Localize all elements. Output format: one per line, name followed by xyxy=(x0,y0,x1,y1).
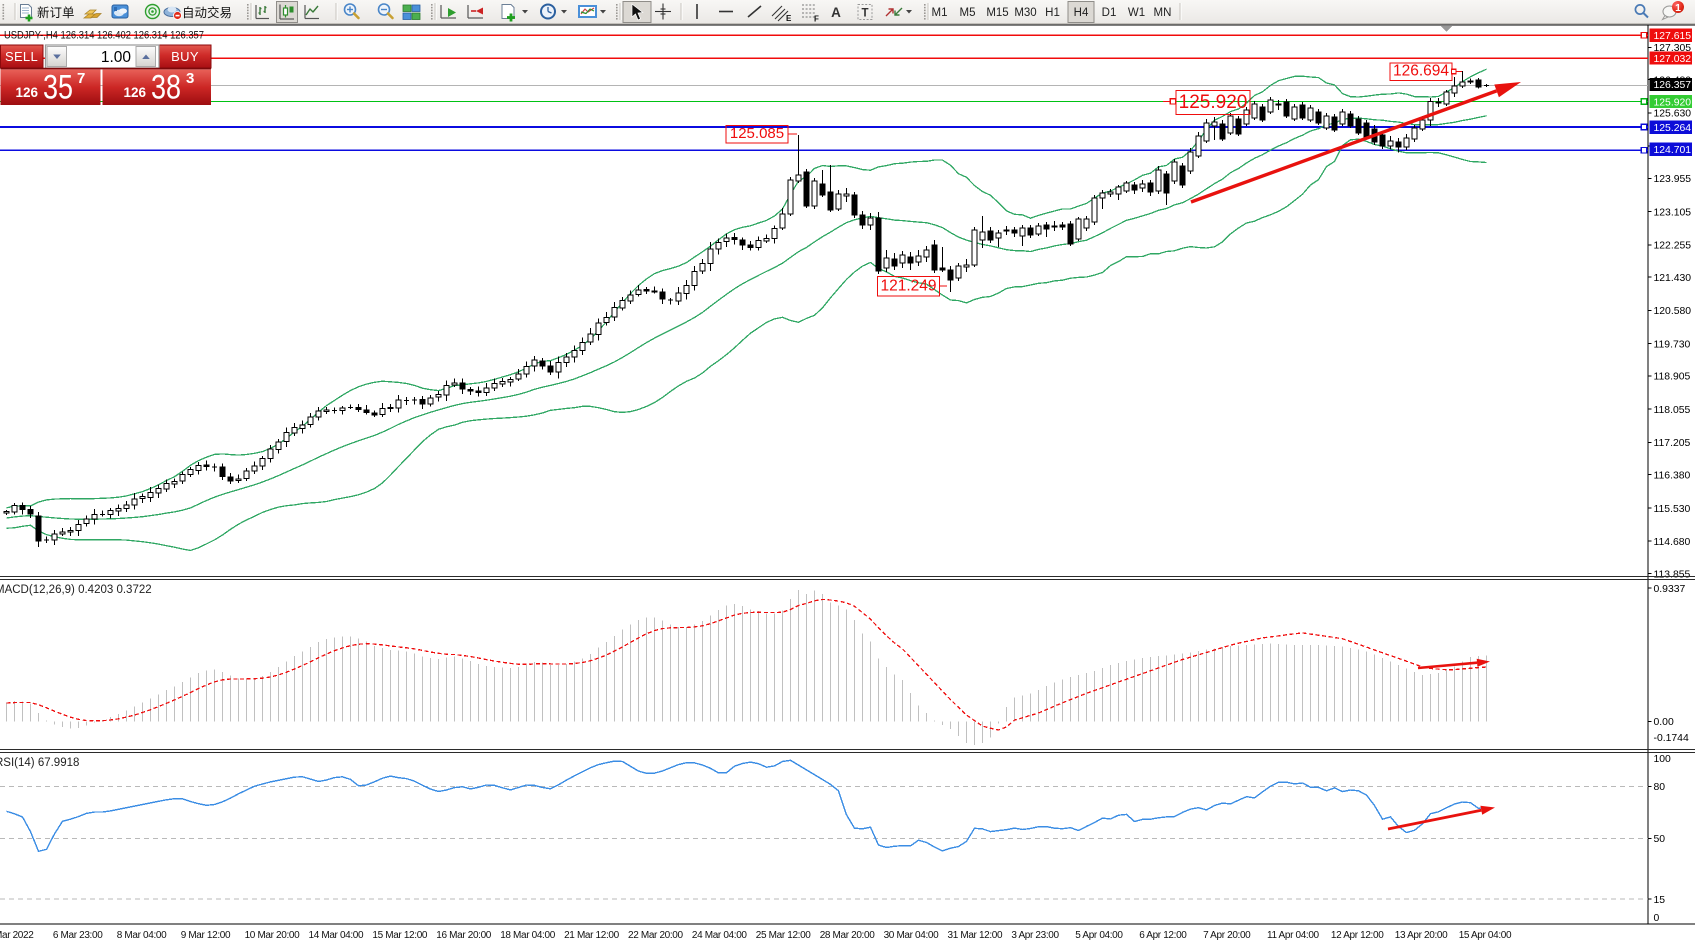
svg-text:M15: M15 xyxy=(986,7,1008,19)
svg-text:1.00: 1.00 xyxy=(101,49,132,66)
svg-text:RSI(14) 67.9918: RSI(14) 67.9918 xyxy=(0,757,79,769)
svg-text:127.615: 127.615 xyxy=(1654,31,1692,42)
svg-text:114.680: 114.680 xyxy=(1654,537,1691,548)
svg-text:15 Mar 12:00: 15 Mar 12:00 xyxy=(372,930,428,941)
svg-text:123.105: 123.105 xyxy=(1654,207,1692,218)
svg-text:A: A xyxy=(831,5,841,20)
svg-text:BUY: BUY xyxy=(171,49,199,64)
svg-text:22 Mar 20:00: 22 Mar 20:00 xyxy=(628,930,684,941)
svg-text:14 Mar 04:00: 14 Mar 04:00 xyxy=(309,930,365,941)
svg-text:10 Mar 20:00: 10 Mar 20:00 xyxy=(245,930,301,941)
svg-text:16 Mar 20:00: 16 Mar 20:00 xyxy=(436,930,492,941)
svg-text:1: 1 xyxy=(1675,2,1681,14)
svg-text:21 Mar 12:00: 21 Mar 12:00 xyxy=(564,930,620,941)
svg-text:117.205: 117.205 xyxy=(1654,438,1691,449)
svg-text:116.380: 116.380 xyxy=(1654,471,1691,482)
svg-text:127.032: 127.032 xyxy=(1654,54,1692,65)
svg-text:0: 0 xyxy=(1654,913,1660,924)
svg-text:0.9337: 0.9337 xyxy=(1654,584,1686,595)
svg-text:9 Mar 12:00: 9 Mar 12:00 xyxy=(181,930,231,941)
svg-text:127.305: 127.305 xyxy=(1654,43,1692,54)
svg-text:3 Apr 23:00: 3 Apr 23:00 xyxy=(1011,930,1059,941)
svg-text:38: 38 xyxy=(151,69,181,107)
svg-text:-0.1744: -0.1744 xyxy=(1654,733,1689,744)
svg-text:118.905: 118.905 xyxy=(1654,372,1691,383)
svg-text:122.255: 122.255 xyxy=(1654,241,1692,252)
svg-text:M1: M1 xyxy=(932,7,948,19)
svg-text:3: 3 xyxy=(186,70,194,87)
svg-text:125.630: 125.630 xyxy=(1654,109,1692,120)
svg-text:USDJPY-,H4 126.314 126.402 12: USDJPY-,H4 126.314 126.402 126.314 126.3… xyxy=(4,30,204,42)
svg-text:113.855: 113.855 xyxy=(1654,569,1691,580)
svg-text:125.920: 125.920 xyxy=(1179,92,1248,113)
svg-text:123.955: 123.955 xyxy=(1654,174,1692,185)
svg-text:7: 7 xyxy=(77,70,85,87)
svg-text:11 Apr 04:00: 11 Apr 04:00 xyxy=(1267,930,1320,941)
svg-text:124.701: 124.701 xyxy=(1654,145,1692,156)
svg-text:新订单: 新订单 xyxy=(37,5,75,20)
svg-text:125.085: 125.085 xyxy=(730,125,784,142)
svg-text:126.357: 126.357 xyxy=(1654,80,1692,91)
svg-text:M30: M30 xyxy=(1014,7,1036,19)
svg-text:5 Apr 04:00: 5 Apr 04:00 xyxy=(1075,930,1123,941)
svg-text:50: 50 xyxy=(1654,834,1666,845)
svg-text:121.249: 121.249 xyxy=(880,278,936,295)
svg-text:15: 15 xyxy=(1654,895,1666,906)
svg-text:8 Mar 04:00: 8 Mar 04:00 xyxy=(117,930,167,941)
svg-text:H4: H4 xyxy=(1074,7,1089,19)
svg-text:126: 126 xyxy=(16,85,39,100)
svg-text:6 Apr 12:00: 6 Apr 12:00 xyxy=(1139,930,1187,941)
svg-text:115.530: 115.530 xyxy=(1654,504,1691,515)
svg-text:13 Apr 20:00: 13 Apr 20:00 xyxy=(1395,930,1448,941)
svg-text:126.694: 126.694 xyxy=(1393,63,1449,80)
svg-text:30 Mar 04:00: 30 Mar 04:00 xyxy=(884,930,940,941)
svg-text:31 Mar 12:00: 31 Mar 12:00 xyxy=(948,930,1004,941)
svg-text:W1: W1 xyxy=(1128,7,1145,19)
svg-text:Mar 2022: Mar 2022 xyxy=(0,930,34,941)
svg-text:MACD(12,26,9) 0.4203 0.3722: MACD(12,26,9) 0.4203 0.3722 xyxy=(0,584,152,596)
svg-text:MN: MN xyxy=(1154,7,1172,19)
svg-text:SELL: SELL xyxy=(5,49,38,64)
svg-text:24 Mar 04:00: 24 Mar 04:00 xyxy=(692,930,748,941)
svg-text:E: E xyxy=(786,14,792,23)
svg-text:25 Mar 12:00: 25 Mar 12:00 xyxy=(756,930,812,941)
svg-text:15 Apr 04:00: 15 Apr 04:00 xyxy=(1459,930,1512,941)
svg-text:120.580: 120.580 xyxy=(1654,306,1692,317)
svg-text:28 Mar 20:00: 28 Mar 20:00 xyxy=(820,930,876,941)
svg-text:80: 80 xyxy=(1654,782,1666,793)
svg-text:F: F xyxy=(814,15,819,24)
svg-text:自动交易: 自动交易 xyxy=(182,5,232,20)
svg-text:121.430: 121.430 xyxy=(1654,273,1692,284)
svg-text:M5: M5 xyxy=(960,7,976,19)
svg-text:12 Apr 12:00: 12 Apr 12:00 xyxy=(1331,930,1384,941)
svg-text:0.00: 0.00 xyxy=(1654,717,1674,728)
svg-text:119.730: 119.730 xyxy=(1654,340,1691,351)
svg-text:7 Apr 20:00: 7 Apr 20:00 xyxy=(1203,930,1251,941)
svg-text:100: 100 xyxy=(1654,754,1672,765)
svg-text:125.264: 125.264 xyxy=(1654,123,1692,134)
svg-text:118.055: 118.055 xyxy=(1654,405,1691,416)
svg-text:H1: H1 xyxy=(1045,7,1060,19)
svg-text:35: 35 xyxy=(43,69,73,107)
svg-text:125.920: 125.920 xyxy=(1654,97,1692,108)
svg-text:126: 126 xyxy=(124,85,147,100)
svg-text:D1: D1 xyxy=(1102,7,1117,19)
svg-text:6 Mar 23:00: 6 Mar 23:00 xyxy=(53,930,103,941)
svg-text:18 Mar 04:00: 18 Mar 04:00 xyxy=(500,930,556,941)
svg-text:T: T xyxy=(861,8,868,20)
